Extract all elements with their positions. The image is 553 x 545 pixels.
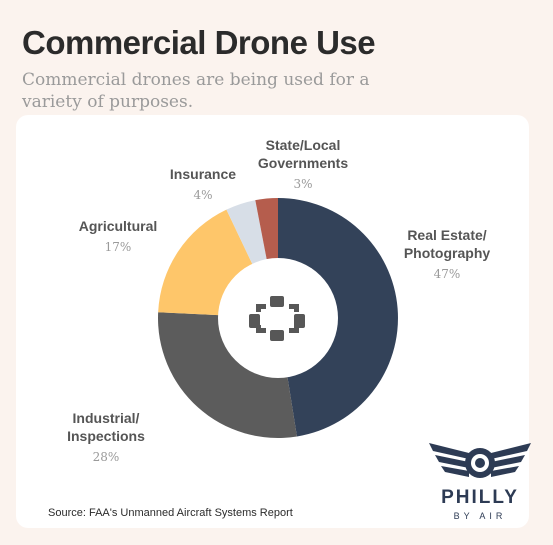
slice-label-1: Industrial/ bbox=[73, 410, 140, 426]
slice-pct-2: 17% bbox=[105, 240, 132, 254]
donut-hole bbox=[218, 258, 338, 378]
source-note: Source: FAA's Unmanned Aircraft Systems … bbox=[48, 507, 293, 519]
slice-label-0: Photography bbox=[404, 245, 491, 261]
slice-label-1: Inspections bbox=[67, 428, 145, 444]
slice-pct-4: 3% bbox=[293, 177, 312, 191]
slice-pct-3: 4% bbox=[193, 188, 212, 202]
page-title: Commercial Drone Use bbox=[22, 24, 376, 61]
slice-label-0: Real Estate/ bbox=[407, 227, 486, 243]
logo-tagline: BY AIR bbox=[453, 511, 507, 521]
slice-label-4: State/Local bbox=[266, 137, 341, 153]
slice-pct-0: 47% bbox=[434, 267, 461, 281]
slice-labels: Real Estate/Photography 47% Industrial/Ins… bbox=[67, 137, 490, 464]
slice-pct-1: 28% bbox=[93, 450, 120, 464]
slice-label-2: Agricultural bbox=[79, 218, 158, 234]
philly-by-air-logo: PHILLY BY AIR bbox=[425, 435, 535, 530]
page-subtitle: Commercial drones are being used for a v… bbox=[22, 70, 370, 112]
winged-camera-logo bbox=[429, 443, 531, 478]
logo-name: PHILLY bbox=[441, 487, 519, 508]
slice-label-4: Governments bbox=[258, 155, 348, 171]
drone-icon bbox=[249, 296, 305, 341]
slice-label-3: Insurance bbox=[170, 166, 236, 182]
